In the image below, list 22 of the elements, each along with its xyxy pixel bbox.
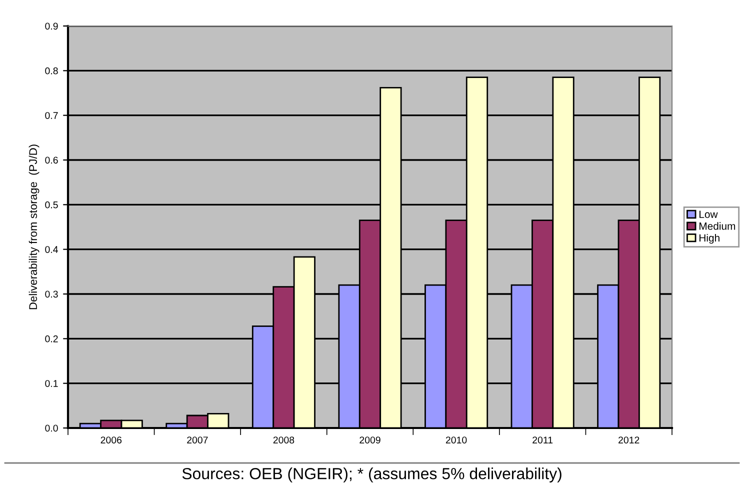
y-tick-label: 0.0 [45, 424, 58, 432]
y-tick-label: 0.5 [45, 201, 58, 208]
y-tick-label: 0.9 [45, 22, 58, 30]
legend-label: Low [700, 210, 718, 218]
y-tick-label: 0.7 [45, 112, 58, 119]
y-tick-label: 0.2 [45, 335, 58, 342]
x-tick-label: 2007 [187, 436, 208, 444]
y-tick-label: 0.6 [45, 156, 58, 164]
y-tick-label: 0.3 [45, 290, 58, 298]
x-tick-label: 2011 [532, 436, 553, 444]
source-note: Sources: OEB (NGEIR); * (assumes 5% deliverability) [182, 468, 562, 482]
x-tick-label: 2010 [446, 436, 467, 444]
x-tick-label: 2008 [273, 436, 294, 444]
y-tick-label: 0.8 [45, 67, 58, 74]
x-tick-label: 2006 [100, 436, 122, 444]
legend-label: High [700, 234, 720, 244]
x-tick-label: 2009 [360, 436, 380, 444]
x-tick-label: 2012 [618, 436, 640, 444]
y-axis-title: Deliverability from storage (PJ/D) [28, 144, 40, 310]
y-tick-label: 0.4 [45, 246, 58, 253]
legend-label: Medium [700, 222, 736, 230]
y-tick-label: 0.1 [45, 380, 58, 387]
